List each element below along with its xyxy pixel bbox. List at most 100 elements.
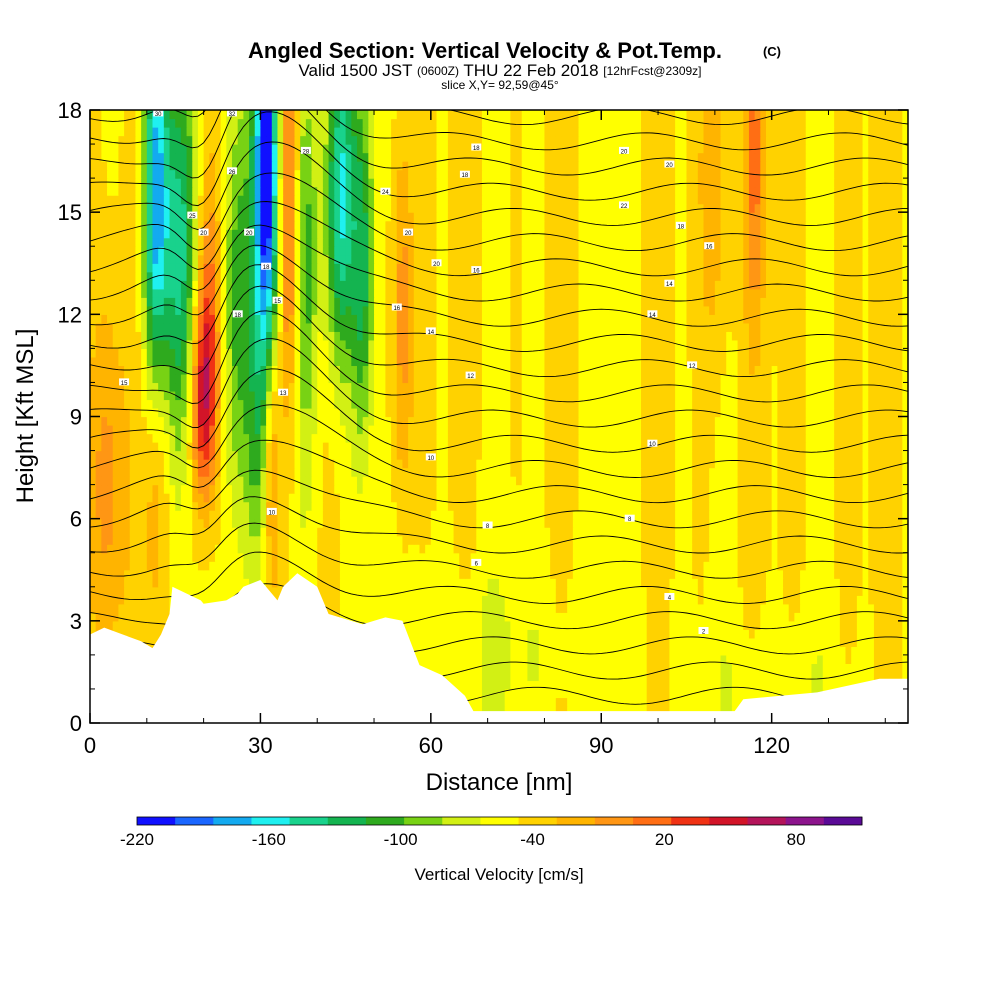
velocity-cell xyxy=(720,433,727,443)
velocity-cell xyxy=(765,467,773,477)
velocity-cell xyxy=(129,603,137,613)
velocity-cell xyxy=(447,654,455,664)
velocity-cell xyxy=(629,442,636,452)
velocity-cell xyxy=(90,586,97,596)
velocity-cell xyxy=(851,501,858,511)
velocity-cell xyxy=(442,442,449,452)
velocity-cell xyxy=(345,561,352,571)
velocity-cell xyxy=(101,561,108,571)
velocity-cell xyxy=(697,688,705,699)
velocity-cell xyxy=(146,552,154,562)
velocity-cell xyxy=(226,552,233,562)
velocity-cell xyxy=(447,595,455,605)
velocity-cell xyxy=(305,425,313,435)
velocity-cell xyxy=(800,586,807,596)
velocity-cell xyxy=(675,595,682,605)
velocity-cell xyxy=(413,578,421,588)
velocity-cell xyxy=(652,654,659,664)
velocity-cell xyxy=(192,518,199,528)
velocity-cell xyxy=(822,510,830,520)
velocity-cell xyxy=(675,612,682,622)
velocity-cell xyxy=(175,493,182,503)
velocity-cell xyxy=(300,459,307,469)
velocity-cell xyxy=(436,578,443,588)
velocity-cell xyxy=(641,620,648,630)
velocity-cell xyxy=(714,595,722,605)
velocity-cell xyxy=(714,518,722,528)
velocity-cell xyxy=(822,518,830,528)
velocity-cell xyxy=(510,637,517,647)
velocity-cell xyxy=(391,459,398,469)
velocity-cell xyxy=(567,476,574,486)
velocity-cell xyxy=(555,612,563,622)
velocity-cell xyxy=(834,569,841,579)
velocity-cell xyxy=(578,467,585,477)
velocity-cell xyxy=(839,595,847,605)
velocity-cell xyxy=(794,637,801,647)
velocity-cell xyxy=(697,535,705,545)
velocity-cell xyxy=(129,459,137,469)
velocity-cell xyxy=(243,476,250,486)
velocity-cell xyxy=(175,433,182,443)
velocity-cell xyxy=(743,680,750,690)
velocity-cell xyxy=(186,442,193,452)
velocity-cell xyxy=(851,544,858,554)
velocity-cell xyxy=(351,578,358,588)
velocity-cell xyxy=(879,510,886,520)
velocity-cell xyxy=(107,569,114,579)
velocity-cell xyxy=(214,493,222,503)
velocity-cell xyxy=(731,603,739,613)
velocity-cell xyxy=(856,433,864,443)
velocity-cell xyxy=(408,510,415,520)
velocity-cell xyxy=(697,569,705,579)
velocity-cell xyxy=(828,680,835,690)
velocity-cell xyxy=(765,484,773,494)
velocity-cell xyxy=(425,518,432,528)
velocity-cell xyxy=(754,646,761,656)
velocity-cell xyxy=(368,586,375,596)
velocity-cell xyxy=(550,688,557,699)
velocity-cell xyxy=(521,705,528,716)
velocity-cell xyxy=(743,433,750,443)
velocity-cell xyxy=(527,680,534,690)
velocity-cell xyxy=(260,484,267,494)
velocity-cell xyxy=(550,671,557,682)
velocity-cell xyxy=(777,586,784,596)
velocity-cell xyxy=(623,671,631,682)
velocity-cell xyxy=(885,552,892,562)
velocity-cell xyxy=(90,603,97,613)
velocity-cell xyxy=(550,654,557,664)
velocity-cell xyxy=(680,484,688,494)
velocity-cell xyxy=(902,586,908,596)
velocity-cell xyxy=(499,680,506,690)
velocity-cell xyxy=(209,433,216,443)
velocity-cell xyxy=(561,578,568,588)
velocity-cell xyxy=(107,493,114,503)
velocity-cell xyxy=(726,680,733,690)
velocity-cell xyxy=(896,433,903,443)
velocity-cell xyxy=(783,467,790,477)
velocity-cell xyxy=(334,578,341,588)
velocity-cell xyxy=(476,467,483,477)
velocity-cell xyxy=(851,646,858,656)
velocity-cell xyxy=(135,459,142,469)
velocity-cell xyxy=(550,586,557,596)
velocity-cell xyxy=(743,578,750,588)
velocity-cell xyxy=(516,467,523,477)
velocity-cell xyxy=(561,493,568,503)
velocity-cell xyxy=(873,595,881,605)
velocity-cell xyxy=(697,527,705,537)
velocity-cell xyxy=(283,467,290,477)
velocity-cell xyxy=(226,493,233,503)
velocity-cell xyxy=(186,544,193,554)
velocity-cell xyxy=(129,527,137,537)
velocity-cell xyxy=(135,561,142,571)
velocity-cell xyxy=(748,476,756,486)
velocity-cell xyxy=(788,688,795,699)
velocity-cell xyxy=(606,637,614,647)
velocity-cell xyxy=(436,442,443,452)
velocity-cell xyxy=(669,705,676,716)
velocity-cell xyxy=(652,578,659,588)
velocity-cell xyxy=(419,467,426,477)
velocity-cell xyxy=(709,459,716,469)
